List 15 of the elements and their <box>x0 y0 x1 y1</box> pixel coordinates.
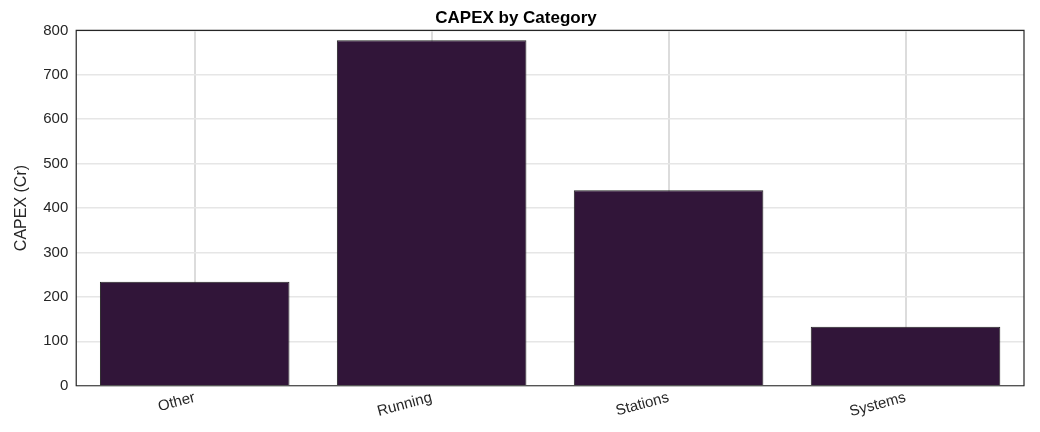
y-tick-label: 800 <box>43 20 69 38</box>
y-tick-label: 200 <box>43 287 69 305</box>
y-tick-label: 100 <box>43 331 69 349</box>
x-tick-label: Running <box>375 387 434 419</box>
y-tick-label: 600 <box>43 109 69 127</box>
x-tick-label: Stations <box>613 387 671 419</box>
y-tick-label: 500 <box>43 153 69 171</box>
y-axis-title: CAPEX (Cr) <box>12 164 30 252</box>
x-tick-label: Other <box>155 387 197 415</box>
x-tick-label: Systems <box>847 387 908 420</box>
chart-title: CAPEX by Category <box>435 7 598 27</box>
y-tick-label: 700 <box>43 64 69 82</box>
y-tick-label: 400 <box>43 198 69 216</box>
y-tick-label: 0 <box>59 375 69 393</box>
y-tick-label: 300 <box>43 242 69 260</box>
